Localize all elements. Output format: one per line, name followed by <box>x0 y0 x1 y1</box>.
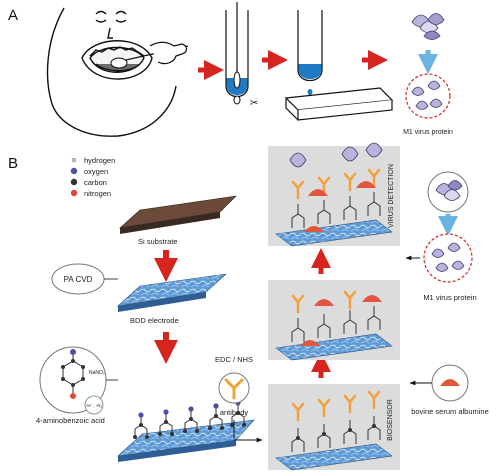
legend-oxygen-dot <box>70 167 78 175</box>
m1-virus-protein-right: M1 virus protein <box>423 293 476 302</box>
legend-oxygen: oxygen <box>84 167 108 176</box>
virus-detection-label: VIRUS DETECTION <box>388 164 395 228</box>
legend-hydrogen: hydrogen <box>84 156 115 165</box>
reduction-label: +e⁻, -N₂ <box>86 403 103 408</box>
blocked-sensor-panel <box>268 280 400 361</box>
reduction-bubble <box>84 395 104 415</box>
virus-protein-cluster-top <box>411 13 445 40</box>
virus-dispersed-right <box>431 242 465 272</box>
biosensor-label: BIOSENSOR <box>387 399 394 441</box>
virus-dispersed-top <box>411 80 443 110</box>
bsa-label-line: bovine serum albumine <box>411 407 489 416</box>
legend-carbon-dot <box>70 178 78 186</box>
svg-text:✂: ✂ <box>250 98 258 109</box>
edc-nhs-label: EDC / NHS <box>215 355 253 364</box>
panel-label-b: B <box>8 155 18 172</box>
m1-virus-protein-top: M1 virus protein <box>403 129 453 136</box>
nano2-label: NaNO₂ <box>89 370 105 376</box>
antibody-icon <box>224 378 244 400</box>
virus-dispersed-circle-top <box>405 73 451 119</box>
legend-carbon: carbon <box>84 178 107 187</box>
tube-with-swab: ✂ <box>225 2 258 109</box>
atom-legend: hydrogen oxygen carbon nitrogen <box>70 156 115 198</box>
si-substrate-label: Si substrate <box>138 237 178 246</box>
aminobenzoic-label: 4-aminobenzoic acid <box>36 416 105 425</box>
face-swab-illustration <box>46 7 177 137</box>
virus-dispersed-circle-right <box>423 233 473 283</box>
legend-hydrogen-dot <box>71 157 77 163</box>
panel-label-a: A <box>8 7 18 24</box>
legend-nitrogen-dot <box>70 189 78 197</box>
aminobenzoic-molecule <box>61 349 85 399</box>
legend-nitrogen: nitrogen <box>84 189 111 198</box>
tube-and-slide <box>284 10 394 121</box>
swab-tip <box>110 57 128 69</box>
biosensor-panel <box>268 384 400 471</box>
antibody-label: antibody <box>220 408 249 417</box>
pa-cvd-label: PA CVD <box>64 275 93 284</box>
virus-protein-cluster-right <box>435 180 463 201</box>
hand <box>149 41 188 65</box>
bdd-electrode-plate <box>117 273 227 312</box>
functionalized-electrode <box>117 400 255 462</box>
bsa-icon <box>440 379 460 386</box>
si-substrate-plate <box>119 195 237 234</box>
virus-detection-panel <box>268 142 400 247</box>
bdd-electrode-label: BDD electrode <box>130 316 179 325</box>
